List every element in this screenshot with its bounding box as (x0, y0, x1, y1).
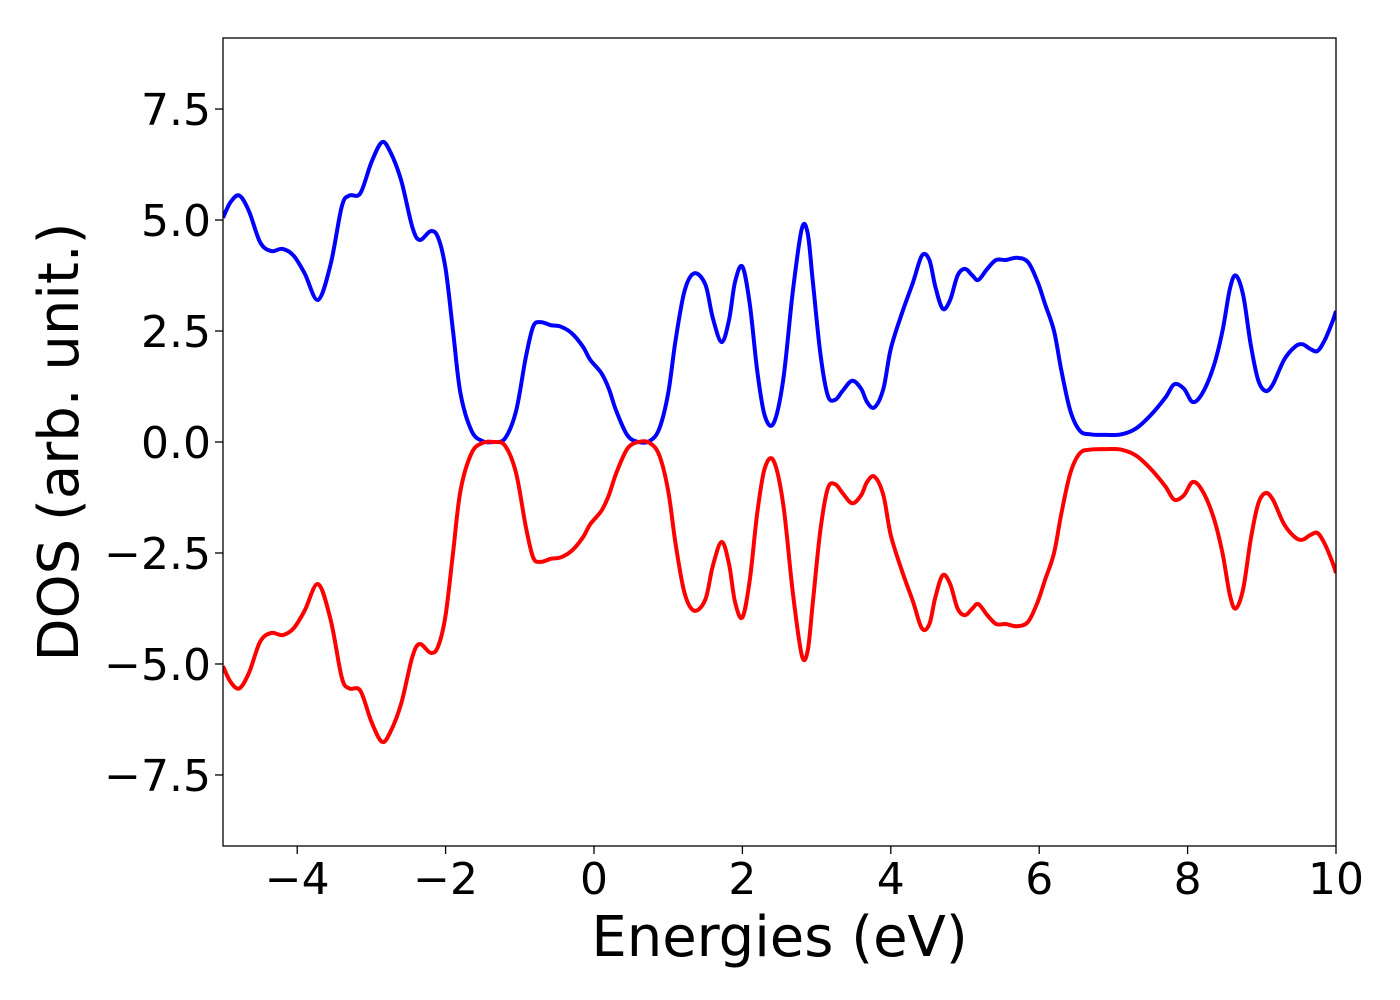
y-tick-label: 7.5 (141, 85, 211, 136)
x-axis-title: Energies (eV) (591, 905, 967, 970)
x-tick-label: 0 (580, 854, 608, 905)
y-tick-label: −2.5 (104, 529, 211, 580)
x-axis: −4 −2 0 2 4 6 8 10 (265, 846, 1364, 905)
x-tick-label: 6 (1025, 854, 1053, 905)
x-tick-label: −2 (413, 854, 478, 905)
x-tick-label: 10 (1308, 854, 1364, 905)
y-tick-label: 2.5 (141, 307, 211, 358)
series-layer (223, 139, 1336, 745)
series-line-2 (223, 439, 1336, 745)
plot-frame (222, 37, 1337, 847)
y-tick-label: −5.0 (104, 640, 211, 691)
x-tick-label: 4 (877, 854, 905, 905)
x-tick-label: −4 (265, 854, 330, 905)
y-tick-label: −7.5 (104, 751, 211, 802)
y-tick-label: 0.0 (141, 418, 211, 469)
series-line-1 (223, 139, 1336, 445)
y-tick-label: 5.0 (141, 196, 211, 247)
y-axis: −7.5 −5.0 −2.5 0.0 2.5 5.0 7.5 (104, 85, 223, 802)
plot-background (223, 38, 1336, 846)
x-tick-label: 2 (728, 854, 756, 905)
x-tick-label: 8 (1174, 854, 1202, 905)
y-axis-title: DOS (arb. unit.) (27, 222, 92, 661)
